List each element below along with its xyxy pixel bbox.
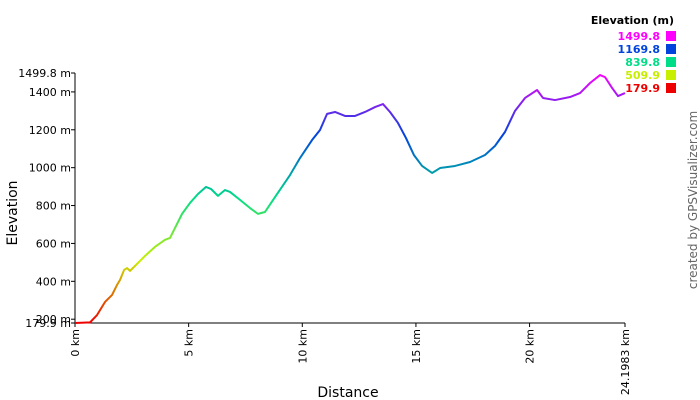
elevation-line: [74, 74, 626, 324]
legend-label: 509.9: [625, 69, 660, 82]
legend-swatch: [666, 31, 676, 41]
x-tick-label: 5 km: [183, 329, 196, 357]
legend-title: Elevation (m): [591, 14, 674, 27]
legend-label: 179.9: [625, 82, 660, 95]
legend-label: 1169.8: [618, 43, 660, 56]
legend-label: 1499.8: [618, 30, 660, 43]
x-tick-label: 24.1983 km: [619, 329, 632, 395]
y-tick-label: 1200 m: [29, 124, 71, 137]
legend-swatch: [666, 70, 676, 80]
legend-swatch: [666, 83, 676, 93]
x-tick-label: 10 km: [296, 329, 309, 364]
y-tick-label: 1000 m: [29, 162, 71, 175]
y-tick-label: 179.9 m: [25, 317, 71, 330]
y-tick-label: 200 m: [36, 313, 71, 326]
y-axis-title: Elevation: [5, 180, 21, 245]
x-tick-label: 20 km: [524, 329, 537, 364]
y-tick-label: 1400 m: [29, 86, 71, 99]
legend-label: 839.8: [625, 56, 660, 69]
legend-swatch: [666, 57, 676, 67]
credit: created by GPSVisualizer.com: [686, 111, 700, 289]
y-tick-label: 800 m: [36, 200, 71, 213]
y-tick-label: 600 m: [36, 237, 71, 250]
x-tick-label: 15 km: [410, 329, 423, 364]
y-tick-label: 1499.8 m: [18, 67, 71, 80]
y-tick-label: 400 m: [36, 275, 71, 288]
x-tick-label: 0 km: [69, 329, 82, 357]
x-axis-title: Distance: [317, 385, 378, 400]
legend-swatch: [666, 44, 676, 54]
